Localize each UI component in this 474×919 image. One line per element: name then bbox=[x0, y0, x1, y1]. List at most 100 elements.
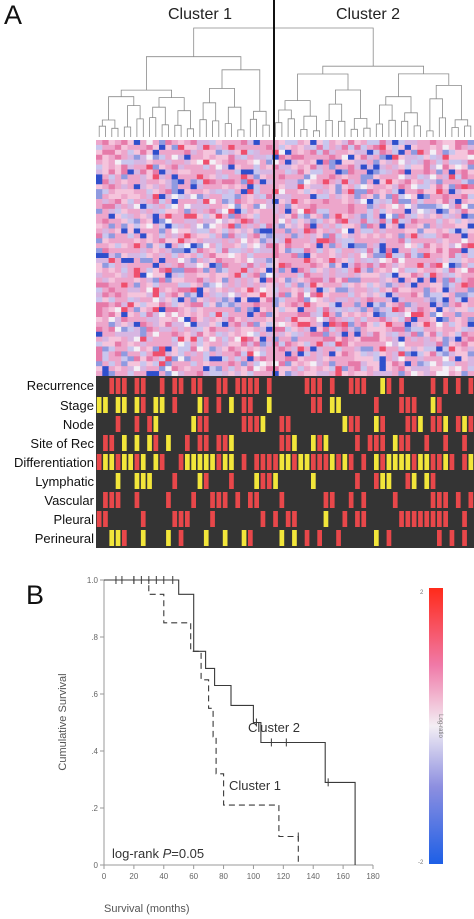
heatmap-cell bbox=[209, 292, 217, 298]
annotation-cell-stage bbox=[103, 397, 108, 413]
heatmap-cell bbox=[354, 302, 361, 308]
heatmap-cell bbox=[329, 351, 336, 357]
heatmap-cell bbox=[171, 287, 179, 293]
heatmap-cell bbox=[341, 258, 349, 264]
heatmap-cell bbox=[247, 194, 254, 200]
dendrogram-branch bbox=[338, 120, 346, 137]
heatmap-cell bbox=[196, 336, 204, 342]
heatmap-cell bbox=[366, 174, 374, 180]
heatmap-cell bbox=[404, 361, 412, 367]
heatmap-cell bbox=[146, 179, 154, 185]
heatmap-cell bbox=[121, 189, 128, 195]
heatmap-cell bbox=[177, 356, 185, 362]
heatmap-cell bbox=[348, 336, 355, 342]
heatmap-cell bbox=[121, 169, 128, 175]
annotation-cell-site-of-rec bbox=[323, 435, 329, 451]
heatmap-cell bbox=[285, 154, 292, 161]
heatmap-cell bbox=[278, 238, 286, 244]
heatmap-cell bbox=[222, 307, 229, 313]
heatmap-cell bbox=[159, 262, 166, 269]
heatmap-cell bbox=[297, 277, 305, 283]
heatmap-cell bbox=[303, 297, 311, 303]
annotation-cell-lymphatic bbox=[430, 473, 436, 489]
heatmap-cell bbox=[429, 144, 437, 151]
x-tick-label: 140 bbox=[307, 872, 321, 881]
heatmap-cell bbox=[272, 164, 280, 170]
heatmap-cell bbox=[322, 282, 330, 288]
heatmap-cell bbox=[272, 194, 280, 200]
heatmap-cell bbox=[209, 321, 217, 328]
annotation-cell-vascular bbox=[235, 492, 241, 508]
heatmap-cell bbox=[209, 351, 217, 357]
color-scale-bottom-label: -2 bbox=[418, 860, 424, 866]
heatmap-cell bbox=[278, 174, 286, 180]
heatmap-cell bbox=[171, 312, 179, 318]
heatmap-cell bbox=[360, 179, 368, 185]
heatmap-cell bbox=[228, 223, 235, 229]
heatmap-cell bbox=[285, 336, 292, 342]
heatmap-cell bbox=[467, 366, 474, 372]
heatmap-cell bbox=[455, 169, 462, 175]
heatmap-cell bbox=[411, 287, 418, 293]
heatmap-cell bbox=[228, 213, 235, 220]
heatmap-cell bbox=[467, 228, 474, 234]
heatmap-cell bbox=[429, 331, 437, 338]
heatmap-cell bbox=[467, 159, 474, 165]
heatmap-cell bbox=[411, 292, 418, 298]
heatmap-cell bbox=[222, 272, 229, 279]
heatmap-cell bbox=[385, 140, 393, 146]
heatmap-cell bbox=[467, 213, 474, 220]
heatmap-cell bbox=[133, 248, 141, 254]
heatmap-cell bbox=[398, 194, 406, 200]
heatmap-cell bbox=[196, 371, 204, 377]
heatmap-cell bbox=[341, 262, 349, 269]
heatmap-cell bbox=[316, 233, 324, 239]
heatmap-cell bbox=[316, 366, 324, 372]
heatmap-cell bbox=[385, 179, 393, 185]
heatmap-cell bbox=[341, 331, 349, 338]
heatmap-cell bbox=[360, 356, 368, 362]
heatmap-cell bbox=[423, 258, 431, 264]
heatmap-cell bbox=[354, 154, 361, 161]
heatmap-cell bbox=[316, 213, 324, 220]
heatmap-cell bbox=[436, 302, 443, 308]
annotation-cell-vascular bbox=[468, 492, 474, 508]
heatmap-cell bbox=[461, 317, 469, 323]
heatmap-cell bbox=[165, 228, 172, 234]
heatmap-cell bbox=[291, 302, 298, 308]
heatmap-cell bbox=[385, 258, 393, 264]
heatmap-cell bbox=[196, 199, 204, 205]
heatmap-cell bbox=[455, 277, 462, 283]
dendrogram-branch bbox=[363, 127, 371, 137]
heatmap-cell bbox=[360, 154, 368, 161]
heatmap-cell bbox=[127, 321, 135, 328]
heatmap-cell bbox=[303, 253, 311, 259]
heatmap-cell bbox=[259, 248, 267, 254]
heatmap-cell bbox=[171, 262, 179, 269]
heatmap-cell bbox=[259, 228, 267, 234]
heatmap-cell bbox=[140, 189, 147, 195]
heatmap-cell bbox=[184, 164, 191, 170]
heatmap-cell bbox=[127, 154, 135, 161]
heatmap-cell bbox=[121, 233, 128, 239]
heatmap-cell bbox=[461, 203, 469, 210]
heatmap-cell bbox=[196, 302, 204, 308]
heatmap-cell bbox=[341, 199, 349, 205]
heatmap-cell bbox=[259, 184, 267, 190]
heatmap-cell bbox=[184, 321, 191, 328]
heatmap-cell bbox=[322, 336, 330, 342]
heatmap-cell bbox=[354, 228, 361, 234]
heatmap-cell bbox=[392, 282, 399, 288]
heatmap-cell bbox=[247, 208, 254, 215]
heatmap-cell bbox=[360, 361, 368, 367]
heatmap-cell bbox=[215, 169, 223, 175]
heatmap-cell bbox=[114, 154, 122, 161]
heatmap-cell bbox=[278, 258, 286, 264]
heatmap-cell bbox=[442, 321, 450, 328]
heatmap-cell bbox=[152, 292, 160, 298]
heatmap-cell bbox=[411, 312, 418, 318]
heatmap-cell bbox=[379, 164, 387, 170]
heatmap-cell bbox=[373, 287, 380, 293]
heatmap-cell bbox=[461, 287, 469, 293]
heatmap-cell bbox=[278, 346, 286, 352]
